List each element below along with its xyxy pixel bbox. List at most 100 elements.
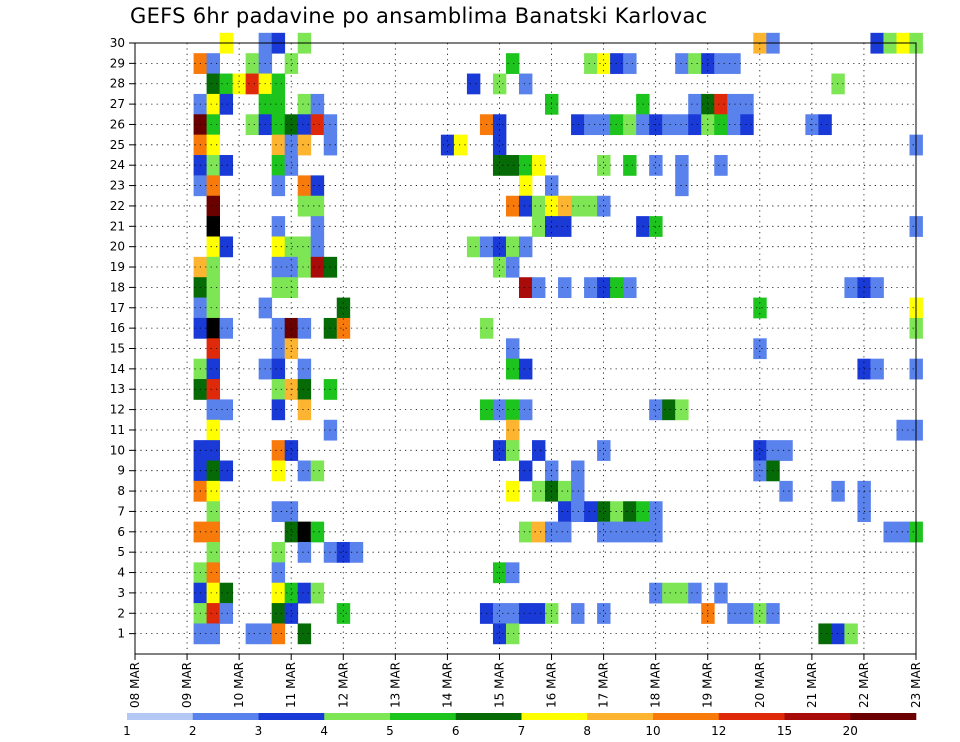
y-axis: 1234567891011121314151617181920212223242… — [110, 36, 135, 641]
heatmap-cell — [310, 175, 325, 197]
heatmap-cell — [505, 399, 520, 421]
legend-label: 2 — [189, 724, 197, 738]
heatmap-cell — [610, 501, 624, 523]
heatmap-cell — [492, 603, 507, 624]
heatmap-cell — [297, 114, 312, 136]
legend-label: 20 — [843, 724, 858, 738]
y-tick-label: 24 — [110, 158, 125, 172]
heatmap-cell — [219, 93, 234, 115]
heatmap-cell — [662, 399, 676, 421]
heatmap-cell — [896, 521, 910, 543]
y-tick-label: 11 — [110, 423, 125, 437]
y-tick-label: 13 — [110, 382, 125, 396]
legend-label: 15 — [777, 724, 792, 738]
x-tick-label: 11 MAR — [284, 662, 298, 708]
heatmap-cell — [271, 440, 286, 461]
heatmap-cell — [505, 623, 520, 645]
heatmap-cell — [505, 338, 520, 360]
heatmap-cell — [492, 236, 507, 258]
heatmap-cell — [649, 521, 663, 543]
y-tick-label: 5 — [117, 545, 125, 559]
y-tick-label: 27 — [110, 97, 125, 111]
heatmap-cell — [518, 155, 533, 176]
heatmap-cell — [740, 603, 754, 624]
legend-label: 12 — [711, 724, 726, 738]
heatmap-cell — [505, 256, 520, 278]
heatmap-cell — [518, 460, 533, 482]
heatmap-cell — [623, 114, 637, 136]
heatmap-cell — [584, 277, 598, 298]
heatmap-cell — [571, 480, 585, 502]
heatmap-cell — [206, 73, 221, 95]
y-tick-label: 2 — [117, 606, 125, 620]
x-tick-label: 23 MAR — [909, 662, 923, 708]
legend-label: 10 — [645, 724, 660, 738]
heatmap-cell — [206, 541, 221, 563]
heatmap-cell — [688, 582, 702, 604]
heatmap-cell — [571, 501, 585, 523]
heatmap-cell — [623, 521, 637, 543]
x-tick-label: 13 MAR — [388, 662, 402, 708]
heatmap-cell — [284, 256, 299, 278]
x-tick-label: 09 MAR — [180, 662, 194, 708]
heatmap-cell — [505, 195, 520, 217]
heatmap-cell — [297, 623, 312, 645]
heatmap-cell — [440, 134, 455, 156]
heatmap-cell — [518, 521, 533, 543]
heatmap-cell — [466, 236, 481, 258]
heatmap-cell — [532, 603, 546, 624]
heatmap-cell — [271, 379, 286, 400]
heatmap-cell — [284, 501, 299, 523]
heatmap-cell — [206, 175, 221, 197]
heatmap-cell — [271, 338, 286, 360]
heatmap-cell — [779, 440, 793, 461]
heatmap-cell — [714, 53, 728, 74]
heatmap-cell — [310, 582, 325, 604]
heatmap-cell — [245, 53, 260, 74]
heatmap-cell — [206, 256, 221, 278]
heatmap-cell — [558, 521, 572, 543]
heatmap-cell — [870, 358, 884, 380]
heatmap-cell — [206, 358, 221, 380]
heatmap-cell — [558, 501, 572, 523]
heatmap-cell — [206, 216, 221, 237]
heatmap-cell — [597, 155, 611, 176]
heatmap-cell — [466, 73, 481, 95]
heatmap-cell — [532, 440, 546, 461]
heatmap-cell — [818, 623, 832, 645]
heatmap-cell — [505, 358, 520, 380]
heatmap-cell — [505, 53, 520, 74]
heatmap-cell — [271, 317, 286, 339]
heatmap-cell — [297, 195, 312, 217]
heatmap-cell — [505, 603, 520, 624]
heatmap-cell — [505, 480, 520, 502]
heatmap-cell — [662, 582, 676, 604]
heatmap-cell — [271, 501, 286, 523]
x-tick-label: 15 MAR — [492, 662, 506, 708]
heatmap-cell — [740, 93, 754, 115]
heatmap-cell — [558, 277, 572, 298]
legend-swatch — [718, 713, 785, 720]
heatmap-cell — [219, 317, 234, 339]
heatmap-cell — [532, 216, 546, 237]
heatmap-cell — [688, 53, 702, 74]
y-tick-label: 17 — [110, 301, 125, 315]
heatmap-cell — [284, 317, 299, 339]
heatmap-cell — [623, 277, 637, 298]
y-tick-label: 29 — [110, 56, 125, 70]
heatmap-cell — [284, 53, 299, 74]
legend-label: 7 — [518, 724, 526, 738]
heatmap-cell — [219, 399, 234, 421]
heatmap-cell — [310, 236, 325, 258]
heatmap-cell — [584, 501, 598, 523]
heatmap-cell — [505, 440, 520, 461]
heatmap-cell — [206, 114, 221, 136]
heatmap-cell — [532, 155, 546, 176]
legend-label: 6 — [452, 724, 460, 738]
heatmap-cell — [206, 195, 221, 217]
heatmap-cell — [779, 480, 793, 502]
heatmap-cell — [271, 460, 286, 482]
heatmap-cell — [206, 297, 221, 319]
heatmap-cell — [284, 521, 299, 543]
heatmap-cell — [558, 216, 572, 237]
